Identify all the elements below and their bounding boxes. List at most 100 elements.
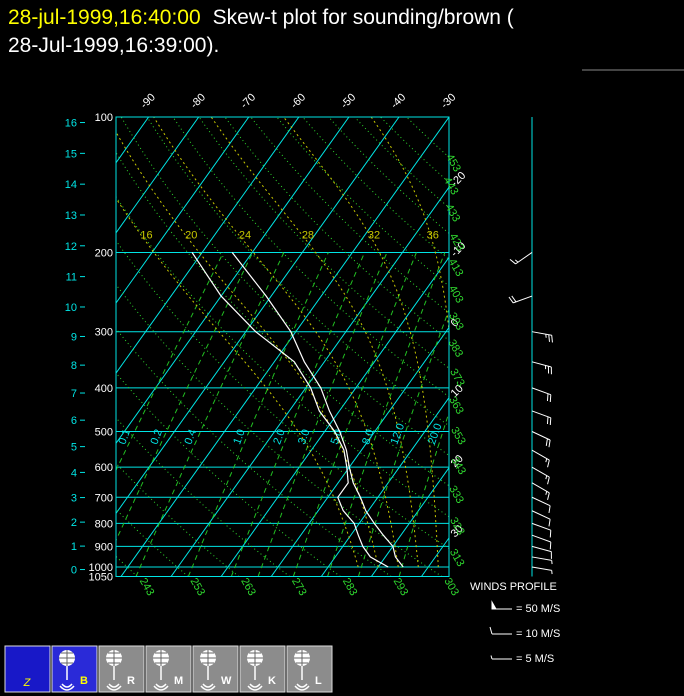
isotherm <box>320 396 449 577</box>
tool-button[interactable]: R <box>98 645 145 693</box>
wind-barb <box>531 449 550 468</box>
wind-barb <box>531 387 552 403</box>
dry-adiabat-label: 433 <box>443 202 463 224</box>
height-label: 6 <box>71 415 77 427</box>
moist-adiabat <box>283 117 439 568</box>
dry-adiabat-label: 263 <box>238 576 258 598</box>
logo: Z <box>23 677 32 689</box>
height-label: 9 <box>71 331 77 343</box>
moist-adiabat-label: 24 <box>239 229 251 241</box>
overlay: 1002003004005006007008009001000105001234… <box>65 91 561 665</box>
moist-adiabat-label: 32 <box>368 229 380 241</box>
height-label: 12 <box>65 241 77 253</box>
isotherm <box>370 466 449 577</box>
isotherm-label: -60 <box>289 91 309 111</box>
tool-button[interactable]: M <box>145 645 192 693</box>
dry-adiabat-label: 243 <box>137 576 157 598</box>
title-date: 28-jul-1999,16:40:00 <box>8 6 201 29</box>
isotherm <box>120 117 449 577</box>
balloon-string <box>59 666 75 691</box>
wind-barb <box>531 482 550 500</box>
logo-button[interactable]: Z <box>4 645 51 693</box>
isotherm-label: -50 <box>339 91 359 111</box>
tool-button[interactable]: B <box>51 645 98 693</box>
wind-legend-barb <box>490 655 512 660</box>
button-label: R <box>127 675 135 687</box>
height-label: 11 <box>66 272 77 284</box>
moist-adiabat <box>153 117 399 568</box>
tool-button[interactable]: W <box>192 645 239 693</box>
mixing-ratio-label: 0.2 <box>148 428 165 446</box>
plot-frame <box>115 116 450 577</box>
mixing-ratio-label: 12.0 <box>389 422 408 446</box>
mixing-ratio-label: 8.0 <box>360 428 377 446</box>
button-bg <box>239 645 286 693</box>
mixing-ratio-label: 2.0 <box>271 428 288 446</box>
button-bg <box>145 645 192 693</box>
isotherm-label: -70 <box>238 91 258 111</box>
dry-adiabat-label: 273 <box>289 576 309 598</box>
moist-adiabat <box>116 131 379 568</box>
dry-adiabat <box>354 117 449 209</box>
mixing-ratio-label: 0.4 <box>183 428 200 446</box>
moist-adiabat <box>370 117 449 335</box>
title-line-1: 28-jul-1999,16:40:00 Skew-t plot for soun… <box>8 6 514 29</box>
balloon-string <box>247 666 263 691</box>
dry-adiabat-label: 253 <box>188 576 208 598</box>
button-label: W <box>221 675 232 687</box>
mixing-ratio-line <box>116 252 254 542</box>
title-text: Skew-t plot for sounding/brown ( <box>213 6 514 29</box>
moist-adiabat-label: 36 <box>427 229 439 241</box>
dry-adiabat <box>116 195 449 518</box>
mixing-ratio-line <box>292 252 417 577</box>
wind-barb <box>531 545 552 559</box>
wind-barb <box>531 556 553 565</box>
dry-adiabat <box>250 117 449 314</box>
mixing-ratio-line <box>357 308 449 577</box>
moist-adiabat <box>116 197 359 568</box>
isotherm <box>116 117 350 445</box>
temperature-trace <box>231 252 404 568</box>
height-label: 13 <box>65 210 77 222</box>
balloon-grid <box>106 650 122 666</box>
balloon-string <box>106 666 122 691</box>
dry-adiabat <box>116 462 240 577</box>
height-label: 14 <box>65 179 77 191</box>
isotherm <box>116 117 300 374</box>
button-label: K <box>268 675 276 687</box>
tool-button[interactable]: L <box>286 645 333 693</box>
button-label: B <box>80 675 88 687</box>
isotherm-label: -80 <box>188 91 208 111</box>
tool-button[interactable]: K <box>239 645 286 693</box>
moist-adiabat-label: 28 <box>302 229 314 241</box>
dry-adiabat <box>116 327 392 577</box>
isotherm-label: -40 <box>389 91 409 111</box>
dry-adiabat <box>198 117 449 369</box>
wind-barb <box>531 361 552 375</box>
height-label: 10 <box>65 302 77 314</box>
wind-barb <box>531 534 552 550</box>
isotherm <box>116 117 250 304</box>
button-bg <box>192 645 239 693</box>
wind-barb <box>531 522 552 538</box>
wind-legend-barb <box>489 626 512 635</box>
dry-adiabat <box>146 117 449 427</box>
wind-barb <box>531 510 551 527</box>
dry-adiabat-label: 353 <box>448 425 468 447</box>
balloon-string <box>153 666 169 691</box>
moist-adiabat <box>210 117 419 568</box>
isotherm <box>170 186 449 577</box>
isotherm <box>270 326 449 577</box>
mixing-ratio-label: 0.1 <box>117 428 134 446</box>
wind-barb <box>508 295 533 304</box>
wind-barb <box>531 466 550 485</box>
isotherm <box>116 117 400 515</box>
mixing-ratio-line <box>257 252 388 577</box>
moist-adiabat-label: 20 <box>185 229 197 241</box>
mixing-ratio-line <box>187 252 329 577</box>
wind-legend-label: = 10 M/S <box>516 628 560 640</box>
button-bg <box>4 645 51 693</box>
